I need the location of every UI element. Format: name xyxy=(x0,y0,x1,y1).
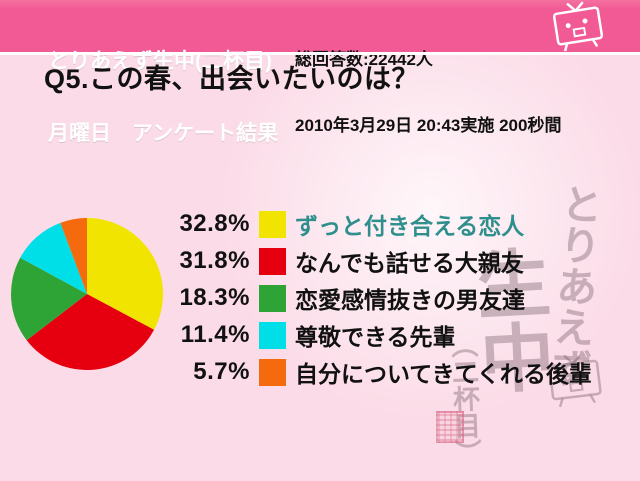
legend-color-swatch xyxy=(259,321,286,349)
legend-percent: 32.8% xyxy=(179,210,250,237)
pie-slice-2 xyxy=(11,257,87,341)
header-separator xyxy=(0,52,640,55)
legend-percent: 31.8% xyxy=(179,247,250,274)
survey-datetime: 2010年3月29日 20:43実施 200秒間 xyxy=(295,116,562,135)
legend-color-swatch xyxy=(259,210,286,238)
legend-row: 18.3% 恋愛感情抜きの男友達 xyxy=(176,284,616,313)
legend-color-swatch xyxy=(259,358,286,386)
pie-slice-1 xyxy=(26,294,155,370)
answer-legend: 32.8% ずっと付き合える恋人 31.8% なんでも話せる大親友 18.3% 恋愛感情抜… xyxy=(176,210,616,395)
header-band: とりあえず生中(二杯目) 月曜日 アンケート結果 総回答数:22442人 201… xyxy=(0,0,640,145)
legend-answer-label: 自分についてきてくれる後輩 xyxy=(295,361,592,387)
legend-answer-label: 恋愛感情抜きの男友達 xyxy=(295,287,525,313)
pie-slice-4 xyxy=(60,218,87,294)
program-title: とりあえず生中(二杯目) 月曜日 アンケート結果 xyxy=(48,2,278,194)
legend-answer-label: 尊敬できる先輩 xyxy=(295,324,456,350)
pie-slice-0 xyxy=(87,218,163,330)
legend-color-swatch xyxy=(259,247,286,275)
question-text: Q5.この春、出会いたいのは？ xyxy=(44,64,420,94)
legend-row: 11.4% 尊敬できる先輩 xyxy=(176,321,616,350)
legend-row: 5.7% 自分についてきてくれる後輩 xyxy=(176,358,616,387)
legend-row: 31.8% なんでも話せる大親友 xyxy=(176,247,616,276)
program-title-line1: とりあえず生中(二杯目) xyxy=(48,50,272,73)
pie-slice-3 xyxy=(20,222,88,294)
legend-answer-label: なんでも話せる大親友 xyxy=(295,250,524,276)
legend-percent: 5.7% xyxy=(186,358,250,385)
legend-percent: 11.4% xyxy=(180,321,250,348)
legend-answer-label: ずっと付き合える恋人 xyxy=(295,213,525,239)
legend-row: 32.8% ずっと付き合える恋人 xyxy=(176,210,616,239)
legend-percent: 18.3% xyxy=(179,284,250,311)
niconico-tv-icon xyxy=(552,1,604,51)
seal-stamp-icon xyxy=(436,411,464,443)
program-title-line2: 月曜日 アンケート結果 xyxy=(48,122,279,145)
pie-chart xyxy=(11,218,163,370)
legend-color-swatch xyxy=(259,284,286,312)
